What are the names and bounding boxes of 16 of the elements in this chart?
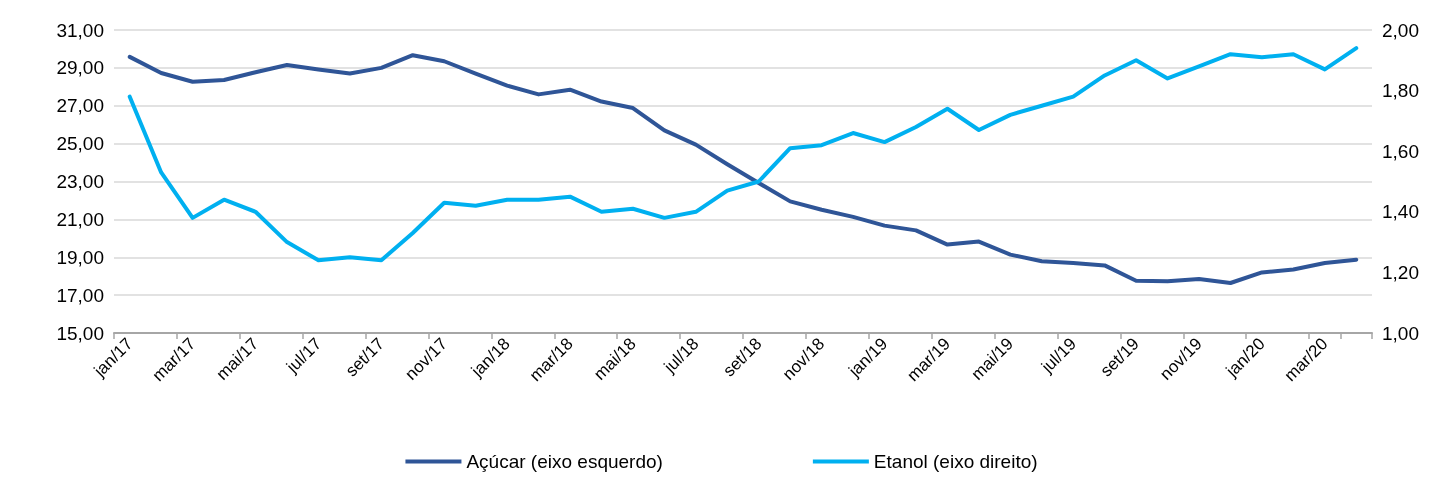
y2-tick-label: 1,80 xyxy=(1382,80,1419,102)
y-tick-label: 17,00 xyxy=(56,284,104,306)
y2-tick-label: 1,20 xyxy=(1382,261,1419,283)
y-tick-label: 25,00 xyxy=(56,133,104,155)
y-tick-label: 21,00 xyxy=(56,208,104,230)
y2-tick-label: 2,00 xyxy=(1382,19,1419,41)
y2-tick-label: 1,60 xyxy=(1382,140,1419,162)
y2-tick-label: 1,00 xyxy=(1382,322,1419,344)
legend-label: Açúcar (eixo esquerdo) xyxy=(466,451,663,472)
legend-label: Etanol (eixo direito) xyxy=(873,451,1038,472)
y-tick-label: 29,00 xyxy=(56,57,104,79)
y2-tick-label: 1,40 xyxy=(1382,201,1419,223)
y-tick-label: 27,00 xyxy=(56,95,104,117)
y-tick-label: 31,00 xyxy=(56,19,104,41)
y-tick-label: 19,00 xyxy=(56,246,104,268)
y-tick-label: 23,00 xyxy=(56,171,104,192)
